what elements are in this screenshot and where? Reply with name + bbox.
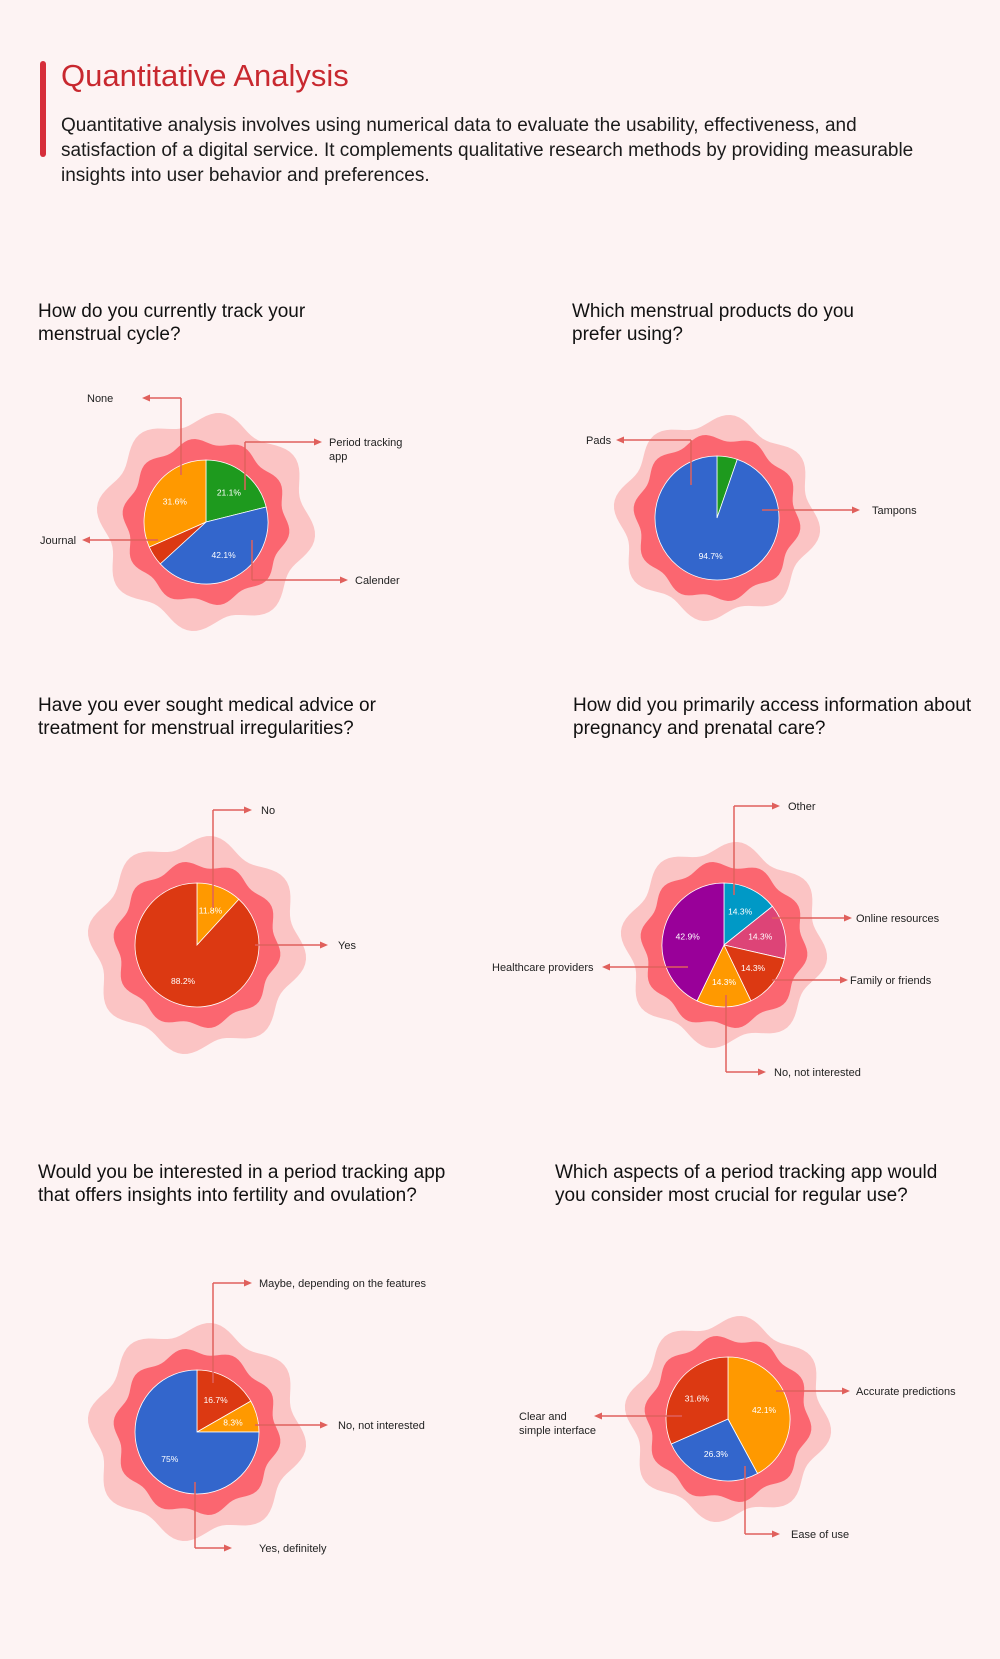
chart-title-pregnancy-info: How did you primarily access information…	[573, 695, 972, 739]
slice-label-tampons: Tampons	[872, 505, 917, 517]
pie-chart-tracking-method: 21.1%42.1%31.6% None Period tracking app …	[40, 393, 402, 632]
pie-slice-percent-3: 31.6%	[163, 497, 188, 507]
pie-slice-percent-1: 8.3%	[223, 1417, 243, 1427]
pie-slice-percent-0: 16.7%	[204, 1395, 229, 1405]
pie-slice-percent-0: 42.1%	[752, 1405, 777, 1415]
pie-slice-1	[654, 455, 780, 581]
slice-label-no-not-interested: No, not interested	[774, 1067, 861, 1079]
slice-label-calender: Calender	[355, 575, 400, 587]
slice-label-yes-definitely: Yes, definitely	[259, 1543, 327, 1555]
chart-title-tracking-method: How do you currently track your menstrua…	[38, 301, 306, 345]
slice-label-online-resources: Online resources	[856, 913, 940, 925]
pie-slice-percent-3: 14.3%	[712, 977, 737, 987]
pie-slice-1	[723, 905, 787, 960]
slice-label-maybe: Maybe, depending on the features	[259, 1278, 426, 1290]
pie-slice-percent-2: 31.6%	[685, 1394, 710, 1404]
pie-group: 14.3% 14.3% 14.3% 14.3% 42.9%	[620, 841, 828, 1049]
pie-slice-0	[727, 1356, 791, 1475]
pie-slice-0	[205, 459, 267, 523]
slice-label-not-interested: No, not interested	[338, 1420, 425, 1432]
pie-chart-medical-advice: 11.8% 88.2% No Yes	[87, 805, 356, 1055]
pie-slice-3	[143, 459, 207, 548]
slice-label-pads: Pads	[586, 435, 612, 447]
slice-label-ease-of-use: Ease of use	[791, 1529, 849, 1541]
pie-slice-percent-1: 88.2%	[171, 976, 196, 986]
slice-label-family-friends: Family or friends	[850, 975, 932, 987]
pie-chart-pregnancy-info: 14.3% 14.3% 14.3% 14.3% 42.9% Other Online r…	[492, 801, 940, 1079]
pie-group: 11.8% 88.2%	[87, 835, 307, 1055]
pie-slice-0	[723, 882, 774, 946]
slice-label-no: No	[261, 805, 275, 817]
page-title: Quantitative Analysis	[61, 58, 349, 93]
chart-title-products: Which menstrual products do you prefer u…	[572, 301, 854, 345]
pie-slice-percent-0: 14.3%	[728, 906, 753, 916]
chart-title-fertility-interest: Would you be interested in a period trac…	[38, 1162, 446, 1206]
slice-label-healthcare-providers: Healthcare providers	[492, 962, 594, 974]
chart-title-crucial-aspects: Which aspects of a period tracking app w…	[555, 1162, 938, 1206]
pie-group: 42.1% 26.3% 31.6%	[624, 1315, 832, 1523]
slice-label-yes: Yes	[338, 940, 356, 952]
pie-slice-percent-1: 94.7%	[699, 551, 724, 561]
pie-slice-percent-0: 21.1%	[217, 488, 242, 498]
pie-slice-percent-1: 26.3%	[704, 1449, 729, 1459]
pie-slice-1	[159, 506, 269, 585]
slice-label-other: Other	[788, 801, 816, 813]
slice-label-clear-interface: Clear and simple interface	[519, 1411, 596, 1437]
pie-chart-products: 94.7% Pads Tampons	[586, 414, 917, 622]
slice-label-accurate-predictions: Accurate predictions	[856, 1386, 956, 1398]
pie-group: 16.7% 8.3% 75%	[87, 1322, 307, 1542]
pie-slice-percent-0: 11.8%	[199, 905, 223, 915]
pie-slice-2	[723, 944, 785, 1002]
slice-label-period-tracking-app: Period tracking app	[329, 437, 402, 463]
pie-slice-percent-2: 14.3%	[741, 963, 766, 973]
pie-slice-0	[196, 1369, 252, 1433]
pie-slice-percent-2: 75%	[161, 1454, 178, 1464]
slice-label-none: None	[87, 393, 113, 405]
page-description: Quantitative analysis involves using num…	[61, 115, 914, 186]
chart-title-medical-advice: Have you ever sought medical advice or t…	[38, 695, 376, 739]
pie-group: 94.7%	[613, 414, 821, 622]
pie-slice-percent-1: 14.3%	[748, 932, 773, 942]
pie-slice-percent-1: 42.1%	[212, 550, 237, 560]
pie-slice-4	[661, 882, 725, 1002]
pie-chart-crucial-aspects: 42.1% 26.3% 31.6% Accurate predictions Cle…	[519, 1315, 956, 1541]
pie-chart-fertility-interest: 16.7% 8.3% 75% Maybe, depending on the fea…	[87, 1278, 426, 1555]
pie-group: 21.1% 42.1% 31.6%	[96, 412, 316, 632]
pie-slice-3	[696, 944, 752, 1008]
pie-slice-1	[134, 882, 260, 1008]
pie-slice-2	[665, 1356, 729, 1445]
pie-slice-percent-4: 42.9%	[676, 932, 701, 942]
pie-slice-2	[134, 1369, 260, 1495]
accent-bar	[40, 61, 46, 157]
slice-label-journal: Journal	[40, 535, 76, 547]
